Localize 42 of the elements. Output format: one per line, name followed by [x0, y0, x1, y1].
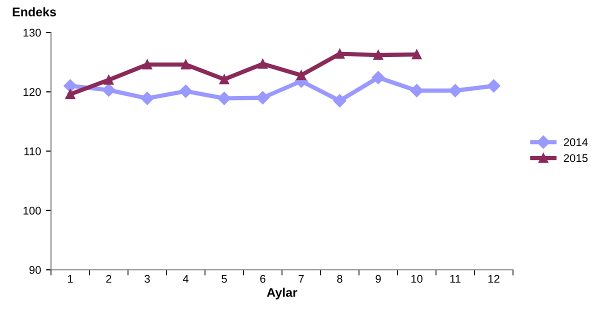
- x-tick-label: 11: [450, 275, 460, 283]
- x-tick-label: 3: [144, 274, 150, 283]
- x-tick-label: 10: [411, 274, 422, 283]
- point: [296, 70, 306, 80]
- y-tick-label: 130: [24, 28, 41, 37]
- x-tick-label: 1: [68, 275, 73, 283]
- x-tick-label: 7: [298, 275, 304, 283]
- point: [64, 79, 77, 92]
- point: [334, 48, 345, 59]
- point: [104, 75, 114, 85]
- point: [102, 83, 116, 97]
- point: [333, 94, 346, 108]
- x-tick-label: 12: [488, 274, 500, 283]
- x-tick-label: 4: [182, 275, 189, 283]
- y-tick-label: 120: [24, 88, 41, 96]
- point: [410, 84, 424, 98]
- point: [180, 60, 191, 70]
- point: [412, 50, 422, 60]
- point: [372, 70, 385, 84]
- point: [258, 59, 268, 69]
- point: [487, 79, 500, 92]
- point: [448, 84, 462, 98]
- point: [219, 74, 230, 84]
- legend-label: 2014: [564, 138, 588, 146]
- x-tick-label: 6: [260, 274, 266, 283]
- point: [373, 50, 384, 60]
- x-axis-title: Aylar: [266, 288, 298, 300]
- point: [65, 89, 76, 100]
- point: [256, 91, 270, 104]
- legend-label: 2015: [564, 154, 588, 162]
- y-axis-title: Endeks: [12, 7, 56, 16]
- x-tick-label: 5: [222, 275, 227, 283]
- point: [179, 84, 192, 98]
- point: [140, 92, 154, 105]
- x-tick-label: 9: [376, 274, 381, 283]
- y-tick-label: 100: [24, 206, 41, 215]
- y-tick-label: 110: [24, 147, 41, 156]
- point: [142, 60, 152, 70]
- x-tick-label: 2: [106, 274, 112, 283]
- x-tick-label: 8: [337, 274, 342, 283]
- y-tick-label: 90: [29, 266, 41, 274]
- point: [218, 92, 231, 105]
